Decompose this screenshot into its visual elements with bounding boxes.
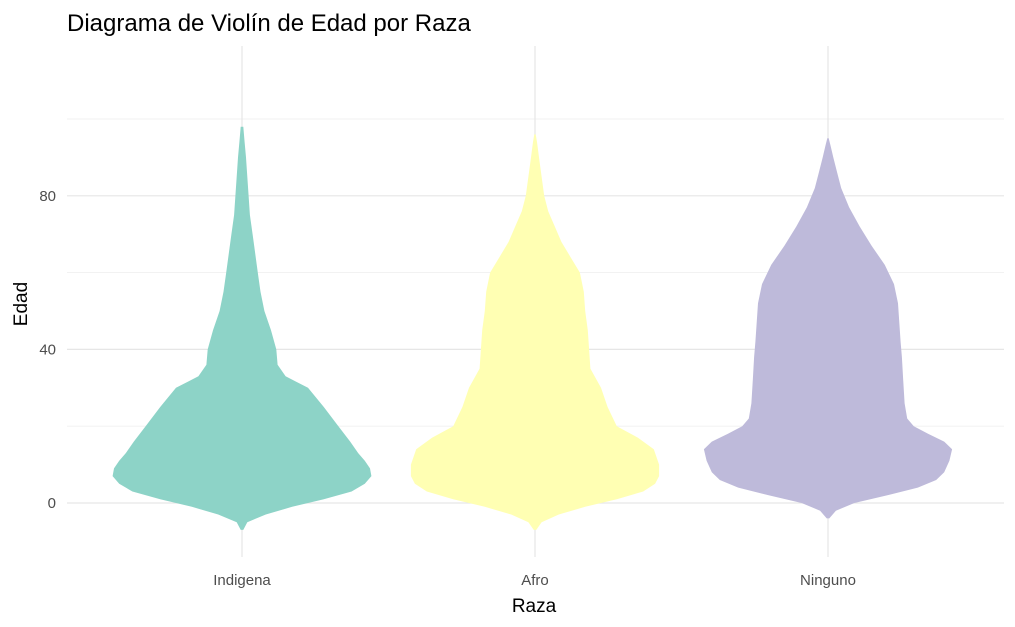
y-axis-title: Edad xyxy=(11,282,32,326)
x-tick-label: Ninguno xyxy=(800,572,856,589)
violin-ninguno xyxy=(703,138,953,519)
violin-indigena xyxy=(112,126,372,530)
x-axis-title: Raza xyxy=(512,596,557,617)
x-tick-labels: Indigena Afro Ninguno xyxy=(213,572,856,589)
x-tick-label: Afro xyxy=(521,572,549,589)
y-tick-label: 0 xyxy=(48,495,56,512)
chart-title: Diagrama de Violín de Edad por Raza xyxy=(67,10,471,37)
y-tick-labels: 0 40 80 xyxy=(39,188,56,512)
violins xyxy=(112,126,953,530)
y-tick-label: 40 xyxy=(39,341,56,358)
x-tick-label: Indigena xyxy=(213,572,271,589)
y-tick-label: 80 xyxy=(39,188,56,205)
violin-afro xyxy=(410,134,660,530)
